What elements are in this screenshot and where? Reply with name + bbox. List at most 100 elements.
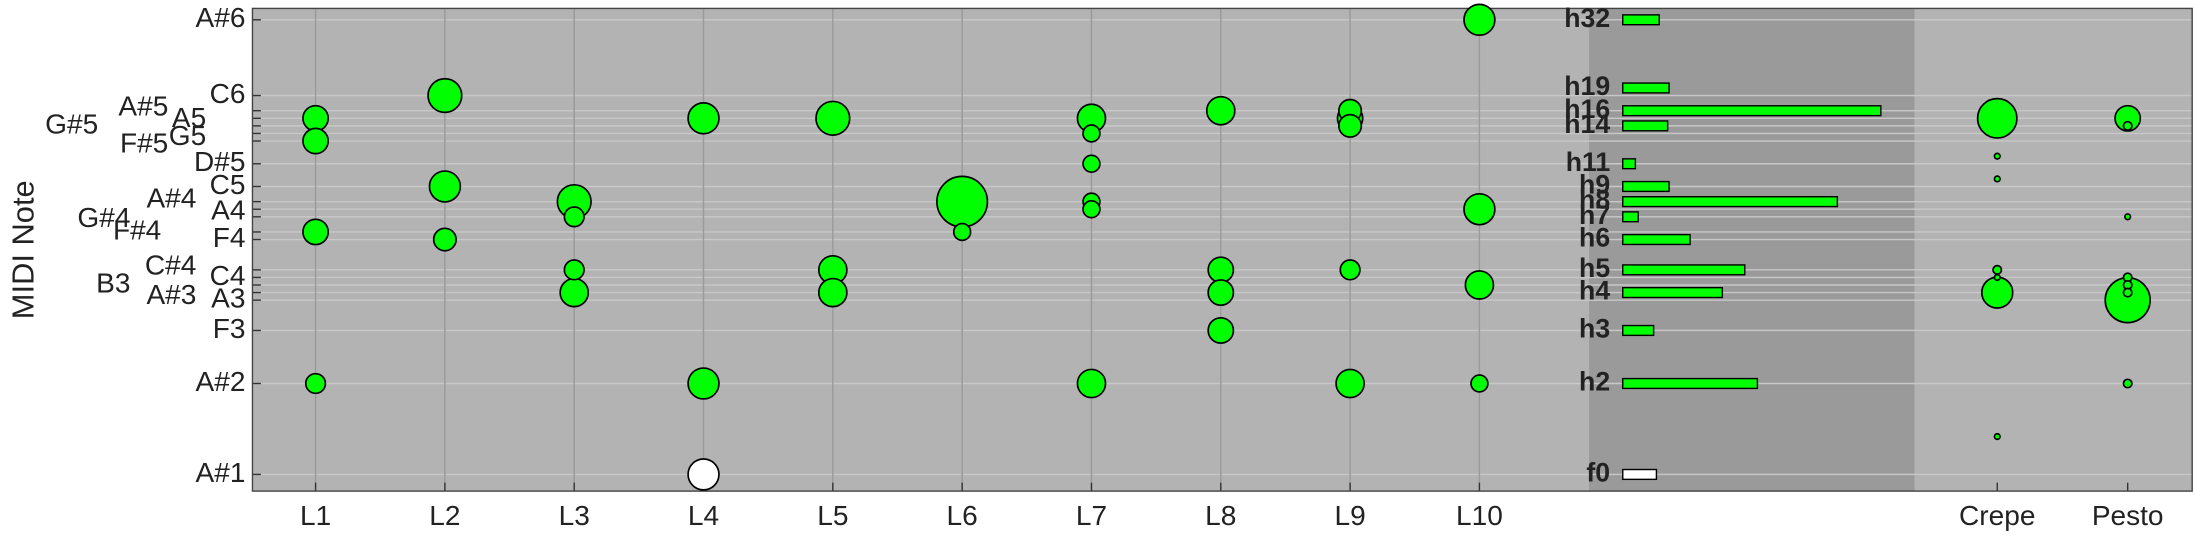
y-tick-label: C6	[210, 78, 246, 109]
harmonic-bar	[1622, 158, 1637, 170]
y-tick-label: A#3	[146, 279, 196, 310]
y-tick-label: A#5	[118, 90, 168, 121]
harmonic-label: h8	[1579, 185, 1610, 215]
bubble	[2122, 287, 2133, 298]
y-tick-label: D#5	[194, 146, 245, 177]
harmonic-bar	[1622, 180, 1670, 193]
bubble	[1082, 154, 1101, 174]
y-tick-label: F3	[213, 313, 246, 344]
x-tick-label: L8	[1205, 500, 1236, 531]
y-tick-label: A4	[211, 194, 245, 225]
harmonic-label: h32	[1564, 3, 1610, 33]
x-tick-label: L6	[947, 500, 978, 531]
harmonic-label: h3	[1579, 314, 1610, 344]
bubble	[817, 277, 848, 308]
harmonic-label: h9	[1579, 170, 1610, 200]
harmonic-label: h7	[1579, 200, 1610, 230]
bubble	[1205, 95, 1236, 126]
bubble	[687, 102, 720, 135]
bubble	[1338, 113, 1363, 138]
y-tick-label: C#4	[145, 249, 196, 280]
harmonic-panel	[1589, 8, 1915, 492]
harmonic-label: h5	[1579, 253, 1610, 283]
bubble	[1207, 316, 1235, 344]
harmonic-bar	[1622, 211, 1639, 223]
y-tick-label: A#6	[196, 2, 246, 33]
bubble	[1076, 368, 1107, 399]
harmonic-bar	[1622, 14, 1660, 26]
bubble	[427, 77, 463, 114]
bubble	[687, 458, 720, 491]
bubble	[1992, 264, 2003, 275]
x-tick-label: Pesto	[2092, 500, 2164, 531]
bubble	[563, 259, 585, 281]
y-tick-label: A3	[211, 283, 245, 314]
harmonic-label: h11	[1566, 147, 1611, 177]
x-tick-label: L4	[688, 500, 719, 531]
harmonic-label: h19	[1564, 71, 1610, 101]
plot-frame	[251, 7, 2193, 492]
bubble	[302, 127, 330, 155]
bubble	[1339, 259, 1361, 281]
y-tick-label: A#1	[196, 457, 246, 488]
bubble	[1335, 368, 1365, 399]
x-tick-label: L7	[1076, 500, 1107, 531]
bubble	[1207, 279, 1235, 307]
x-tick-label: L9	[1335, 500, 1366, 531]
bubble	[302, 218, 330, 246]
y-tick-label: F#5	[120, 128, 168, 159]
bubble	[2124, 213, 2132, 221]
y-tick-label: C5	[210, 169, 246, 200]
bubble	[302, 104, 330, 132]
bubble	[815, 100, 851, 136]
bubble	[1470, 374, 1489, 393]
bubble	[1976, 97, 2018, 139]
harmonic-label: h2	[1579, 367, 1610, 397]
x-tick-label: L10	[1456, 500, 1503, 531]
x-tick-label: L2	[429, 500, 460, 531]
harmonic-bar	[1622, 120, 1669, 132]
y-tick-label: A#2	[196, 366, 246, 397]
harmonic-bar	[1622, 233, 1691, 246]
bubble	[1207, 256, 1235, 284]
bubble	[1993, 273, 2001, 282]
bubble	[1993, 175, 2001, 183]
bubble	[559, 277, 590, 308]
bubble	[563, 206, 585, 228]
bubble	[1082, 199, 1101, 219]
harmonic-label: h14	[1564, 109, 1610, 139]
y-tick-label: A5	[172, 102, 206, 133]
harmonic-bar	[1622, 105, 1882, 117]
bubble	[1082, 124, 1101, 143]
bubble	[1993, 152, 2001, 160]
bubble	[936, 175, 989, 228]
y-tick-label: G5	[169, 120, 206, 151]
bubble	[687, 367, 720, 400]
harmonic-bar	[1622, 468, 1658, 481]
bubble	[428, 170, 462, 203]
harmonic-label: h6	[1579, 223, 1610, 253]
y-tick-label: C4	[210, 260, 246, 291]
harmonic-bar	[1622, 264, 1746, 276]
bubble	[1463, 3, 1496, 37]
bubble	[1980, 276, 2014, 309]
harmonic-label: h16	[1564, 94, 1610, 124]
bubble	[1463, 192, 1496, 226]
harmonic-label: f0	[1586, 457, 1610, 487]
y-tick-label: B3	[96, 267, 130, 298]
bubble	[432, 227, 457, 252]
x-tick-label: L1	[300, 500, 331, 531]
x-tick-label: L3	[559, 500, 590, 531]
harmonic-bar	[1622, 324, 1655, 337]
harmonic-bar	[1622, 286, 1724, 299]
y-axis-label: MIDI Note	[5, 180, 40, 319]
bubble	[2122, 378, 2133, 389]
y-tick-label: F4	[213, 222, 246, 253]
bubble	[1464, 270, 1495, 300]
bubble	[1993, 432, 2001, 441]
y-tick-label: G#5	[45, 108, 98, 139]
bubble	[2122, 120, 2133, 131]
bubble	[304, 372, 327, 395]
harmonic-bar	[1622, 82, 1670, 94]
